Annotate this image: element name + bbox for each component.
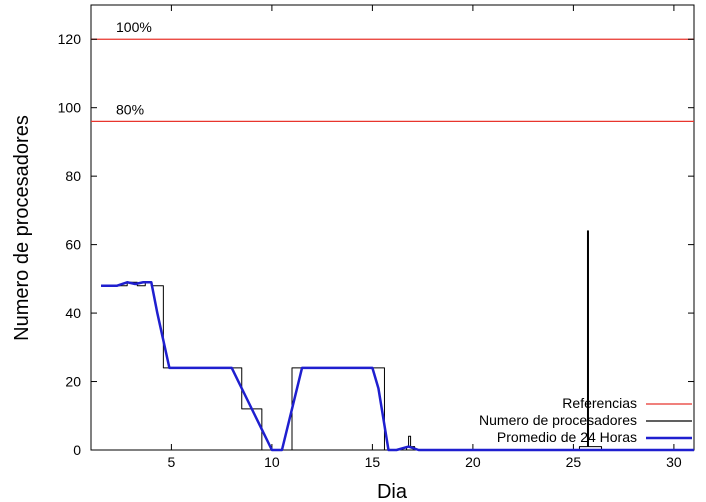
x-tick-label-3: 20	[465, 454, 481, 470]
reference-label-1: 80%	[116, 101, 144, 117]
series-group	[101, 230, 694, 452]
x-tick-label-0: 5	[168, 454, 176, 470]
x-tick-label-1: 10	[264, 454, 280, 470]
y-tick-label-3: 60	[65, 237, 81, 253]
y-tick-label-5: 100	[58, 100, 82, 116]
y-tick-label-0: 0	[73, 442, 81, 458]
y-axis: 0 20 40 60 80 100 120	[58, 31, 694, 458]
legend-label-average: Promedio de 24 Horas	[497, 429, 637, 445]
y-tick-label-1: 20	[65, 374, 81, 390]
reference-label-0: 100%	[116, 19, 152, 35]
x-axis-title: Dia	[377, 481, 408, 502]
y-axis-title: Numero de procesadores	[11, 115, 33, 341]
x-axis: 5 10 15 20 25 30	[168, 5, 682, 470]
y-tick-label-6: 120	[58, 31, 82, 47]
legend-label-processors: Numero de procesadores	[479, 412, 637, 428]
plot-area	[90, 4, 695, 451]
y-tick-label-2: 40	[65, 305, 81, 321]
series-line-1	[101, 281, 694, 452]
reference-lines: 100% 80%	[91, 19, 694, 122]
x-tick-label-5: 30	[666, 454, 682, 470]
x-tick-label-2: 15	[365, 454, 381, 470]
legend-label-references: Referencias	[562, 395, 637, 411]
x-tick-label-4: 25	[566, 454, 582, 470]
legend: Referencias Numero de procesadores Prome…	[479, 395, 692, 445]
y-tick-label-4: 80	[65, 168, 81, 184]
